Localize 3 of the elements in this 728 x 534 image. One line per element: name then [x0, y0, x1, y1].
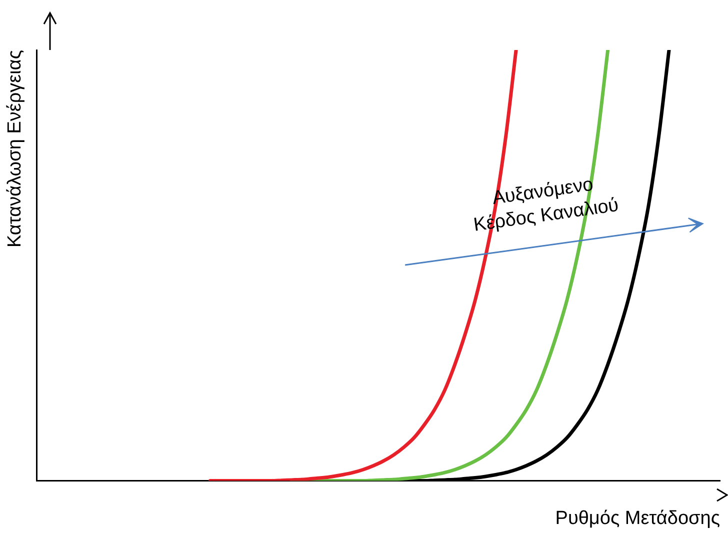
annotation: Αυξανόμενο Κέρδος Καναλιού	[471, 173, 621, 238]
x-axis-title: Ρυθμός Μετάδοσης	[555, 508, 720, 529]
y-axis-title: Κατανάλωση Ενέργειας	[4, 50, 26, 248]
